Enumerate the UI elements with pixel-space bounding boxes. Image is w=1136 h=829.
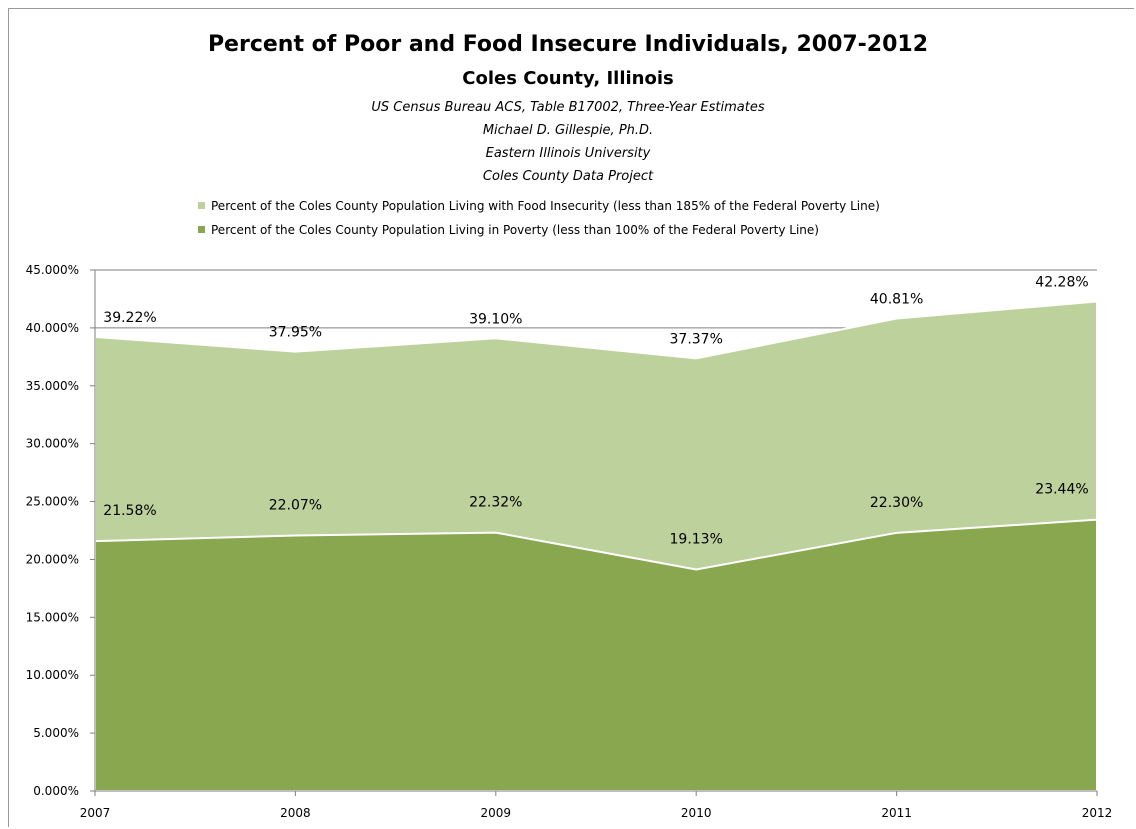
x-tick-label: 2009 [481,806,512,820]
institution-note: Eastern Illinois University [485,146,651,161]
x-tick-label: 2010 [681,806,712,820]
y-tick-label: 20.000% [26,552,79,566]
food-insecurity-data-label: 39.10% [469,311,522,327]
y-tick-label: 35.000% [26,379,79,393]
poverty-data-label: 23.44% [1035,482,1088,498]
y-tick-label: 40.000% [26,321,79,335]
poverty-data-label: 22.30% [870,495,923,511]
poverty-data-label: 22.32% [469,495,522,511]
y-tick-label: 5.000% [33,726,79,740]
author-note: Michael D. Gillespie, Ph.D. [482,123,654,138]
y-tick-label: 15.000% [26,610,79,624]
poverty-data-label: 22.07% [269,497,322,513]
y-tick-label: 30.000% [26,437,79,451]
chart-frame [8,8,1134,827]
poverty-area [94,518,1098,792]
food-insecurity-data-label: 39.22% [103,310,156,326]
x-tick-label: 2012 [1082,806,1113,820]
legend-label-food-insecurity: Percent of the Coles County Population L… [211,199,880,213]
legend-swatch-poverty [198,226,205,233]
legend-swatch-food-insecurity [198,202,205,209]
x-tick-label: 2007 [80,806,111,820]
legend-item-poverty: Percent of the Coles County Population L… [198,223,819,237]
food-insecurity-data-label: 37.37% [670,331,723,347]
chart-subtitle: Coles County, Illinois [462,68,674,89]
y-tick-label: 45.000% [26,263,79,277]
x-tick-label: 2011 [881,806,912,820]
y-tick-label: 0.000% [33,784,79,798]
chart-title: Percent of Poor and Food Insecure Indivi… [207,32,929,57]
source-note: US Census Bureau ACS, Table B17002, Thre… [371,100,765,115]
legend-label-poverty: Percent of the Coles County Population L… [211,223,819,237]
food-insecurity-data-label: 40.81% [870,292,923,308]
y-tick-label: 10.000% [26,668,79,682]
x-tick-label: 2008 [280,806,311,820]
poverty-data-label: 21.58% [103,503,156,519]
food-insecurity-data-label: 37.95% [269,325,322,341]
y-tick-label: 25.000% [26,495,79,509]
poverty-data-label: 19.13% [670,532,723,548]
legend-item-food-insecurity: Percent of the Coles County Population L… [198,199,880,213]
food-insecurity-data-label: 42.28% [1035,274,1088,290]
project-note: Coles County Data Project [482,169,654,184]
